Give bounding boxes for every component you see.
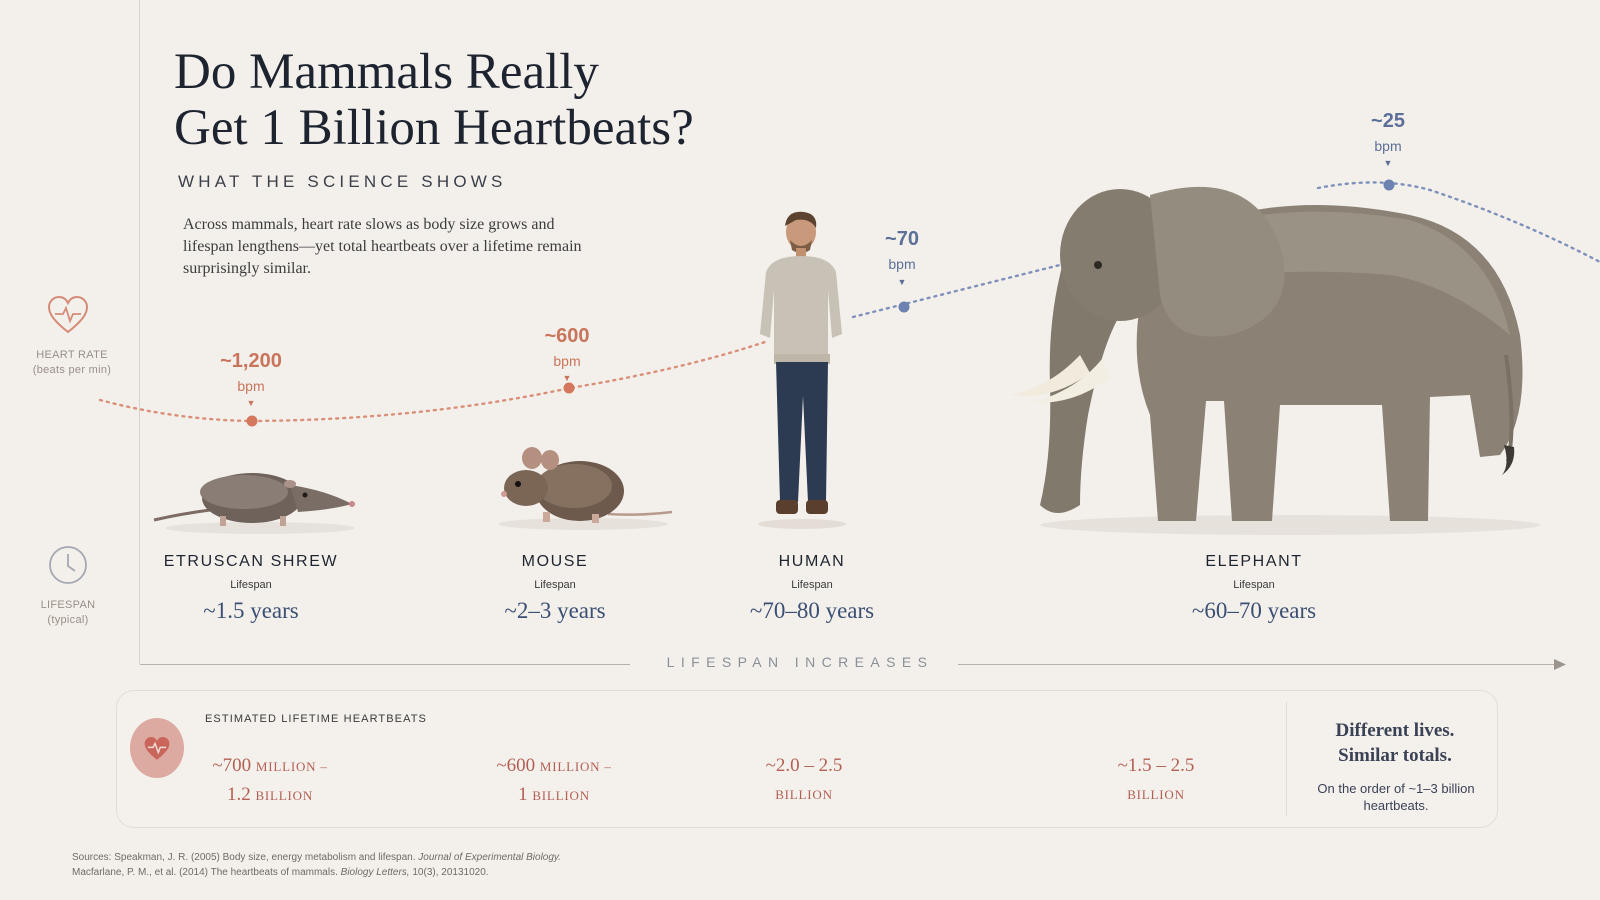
heart-rate-curve-cool (851, 181, 1600, 319)
lifespan-rail-label: LIFESPAN (typical) (8, 598, 128, 628)
title-line-2: Get 1 Billion Heartbeats? (174, 100, 694, 156)
panel-heading: ESTIMATED LIFETIME HEARTBEATS (205, 713, 427, 725)
shrew-beats-line1-unit: MILLION – (255, 759, 328, 774)
mouse-name: MOUSE (521, 553, 589, 570)
shrew-beats-line2-unit: BILLION (255, 788, 314, 803)
elephant-heartbeats: ~1.5 – 2.5 BILLION (1056, 752, 1256, 809)
tagline-note: On the order of ~1–3 billion heartbeats. (1317, 781, 1475, 813)
clock-icon (49, 546, 87, 584)
elephant-name: ELEPHANT (1205, 553, 1303, 570)
mouse-heartbeats: ~600 MILLION – 1 BILLION (454, 752, 654, 810)
shrew-bpm-pointer-icon: ▼ (246, 398, 256, 408)
human-beats-line1: ~2.0 – 2.5 (765, 755, 843, 776)
sources: Sources: Speakman, J. R. (2005) Body siz… (72, 850, 772, 880)
elephant-bpm-unit: bpm (1374, 138, 1402, 154)
shrew-heartbeats: ~700 MILLION – 1.2 BILLION (170, 752, 370, 810)
elephant-beats-line2-unit: BILLION (1127, 787, 1185, 802)
shrew-lifespan-value: ~1.5 years (203, 598, 299, 623)
axis-arrow-icon (1554, 659, 1566, 670)
mouse-illustration (498, 447, 673, 530)
shrew-bpm-value: ~1,200 (220, 350, 282, 372)
source-2-journal: Biology Letters, (340, 867, 410, 878)
shrew-bpm-unit: bpm (237, 378, 265, 394)
left-rail-divider (139, 0, 140, 664)
mouse-beats-line2-unit: BILLION (532, 788, 590, 803)
heart-rate-rail-label: HEART RATE (beats per min) (12, 348, 132, 378)
mouse-lifespan-label: Lifespan (534, 579, 576, 591)
shrew-lifespan-label: Lifespan (230, 579, 272, 591)
tagline-line-2: Similar totals. (1338, 745, 1452, 766)
shrew-illustration (153, 473, 355, 534)
source-2-citation: 10(3), 20131020. (412, 867, 489, 878)
mouse-lifespan-value: ~2–3 years (504, 598, 606, 623)
lifespan-axis-label: LIFESPAN INCREASES (666, 654, 934, 670)
heart-rate-sublabel: (beats per min) (32, 363, 112, 376)
source-1-journal: Journal of Experimental Biology. (418, 852, 561, 863)
lifespan-axis-left (140, 664, 630, 665)
elephant-lifespan-value: ~60–70 years (1191, 598, 1317, 623)
source-2: Macfarlane, P. M., et al. (2014) The hea… (72, 867, 338, 878)
heart-rate-curve-warm (98, 340, 767, 423)
mouse-beats-line1: ~600 (496, 755, 536, 776)
elephant-bpm-value: ~25 (1371, 110, 1405, 132)
mouse-bpm-unit: bpm (553, 353, 581, 369)
elephant-bpm-pointer-icon: ▼ (1383, 158, 1393, 168)
page-title: Do Mammals Really Get 1 Billion Heartbea… (174, 44, 874, 156)
panel-tagline: Different lives. Similar totals. (1290, 718, 1500, 768)
mouse-beats-line2: 1 (518, 784, 528, 805)
mouse-bpm-pointer-icon: ▼ (562, 373, 572, 383)
heart-pulse-icon (144, 736, 170, 760)
elephant-illustration (1010, 186, 1540, 535)
intro-text: Across mammals, heart rate slows as body… (183, 216, 582, 277)
heart-pulse-icon (47, 295, 89, 334)
human-heartbeats: ~2.0 – 2.5 BILLION (704, 752, 904, 809)
human-bpm-value: ~70 (885, 228, 919, 250)
human-rate-point (898, 301, 910, 313)
page-subtitle: WHAT THE SCIENCE SHOWS (178, 172, 507, 191)
elephant-rate-point (1383, 179, 1395, 191)
human-name: HUMAN (778, 553, 846, 570)
human-beats-line2-unit: BILLION (775, 787, 833, 802)
shrew-beats-line1: ~700 (212, 755, 252, 776)
shrew-rate-point (246, 415, 258, 427)
source-1: Sources: Speakman, J. R. (2005) Body siz… (72, 852, 416, 863)
human-lifespan-label: Lifespan (791, 579, 833, 591)
heart-rate-label: HEART RATE (36, 349, 108, 361)
human-illustration (758, 211, 846, 529)
lifetime-heartbeats-panel (116, 690, 1498, 828)
elephant-lifespan-label: Lifespan (1233, 579, 1275, 591)
panel-divider (1286, 702, 1287, 816)
lifespan-sublabel: (typical) (47, 613, 89, 626)
title-line-1: Do Mammals Really (174, 44, 599, 100)
mouse-beats-line1-unit: MILLION – (539, 759, 612, 774)
human-bpm-pointer-icon: ▼ (897, 277, 907, 287)
human-lifespan-value: ~70–80 years (749, 598, 875, 623)
shrew-beats-line2: 1.2 (226, 784, 251, 805)
heartbeats-badge (130, 718, 184, 778)
shrew-name: ETRUSCAN SHREW (163, 553, 339, 570)
human-bpm-unit: bpm (888, 256, 916, 272)
tagline-line-1: Different lives. (1335, 720, 1455, 741)
mouse-bpm-value: ~600 (544, 325, 590, 347)
mouse-rate-point (563, 382, 575, 394)
elephant-beats-line1: ~1.5 – 2.5 (1117, 755, 1195, 776)
lifespan-axis-right (958, 664, 1560, 665)
lifespan-label: LIFESPAN (40, 599, 96, 611)
